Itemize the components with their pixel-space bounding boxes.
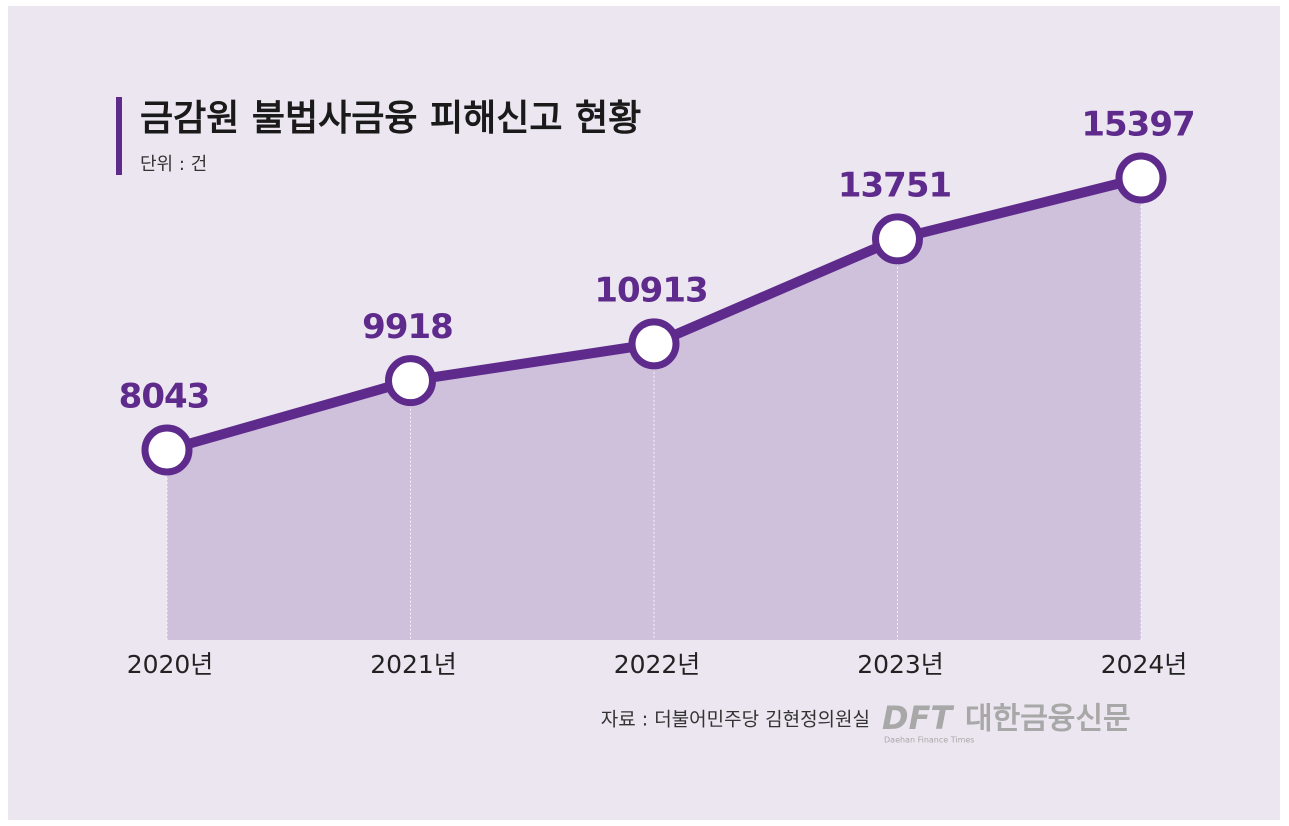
- logo-tagline: Daehan Finance Times: [884, 736, 974, 745]
- data-label: 9918: [362, 307, 453, 347]
- data-label: 15397: [1081, 105, 1194, 145]
- point: [628, 318, 680, 370]
- point: [1115, 152, 1167, 204]
- point: [872, 213, 923, 265]
- data-label: 8043: [119, 377, 210, 417]
- logo-name: 대한금융신문: [965, 702, 1131, 737]
- x-tick-label: 2023년: [857, 650, 944, 679]
- x-tick-label: 2024년: [1101, 650, 1188, 679]
- point: [141, 424, 193, 476]
- point: [385, 355, 436, 407]
- source-note: 자료 : 더불어민주당 김현정의원실: [601, 709, 870, 731]
- data-label: 13751: [838, 165, 951, 205]
- x-tick-label: 2022년: [614, 650, 701, 679]
- logo-mark: DFT: [882, 699, 954, 737]
- x-tick-label: 2021년: [370, 650, 457, 679]
- title-accent: [116, 97, 122, 175]
- chart-subtitle: 단위 : 건: [140, 154, 207, 175]
- data-label: 10913: [594, 270, 707, 310]
- chart-title: 금감원 불법사금융 피해신고 현황: [140, 98, 641, 139]
- x-tick-label: 2020년: [127, 650, 214, 679]
